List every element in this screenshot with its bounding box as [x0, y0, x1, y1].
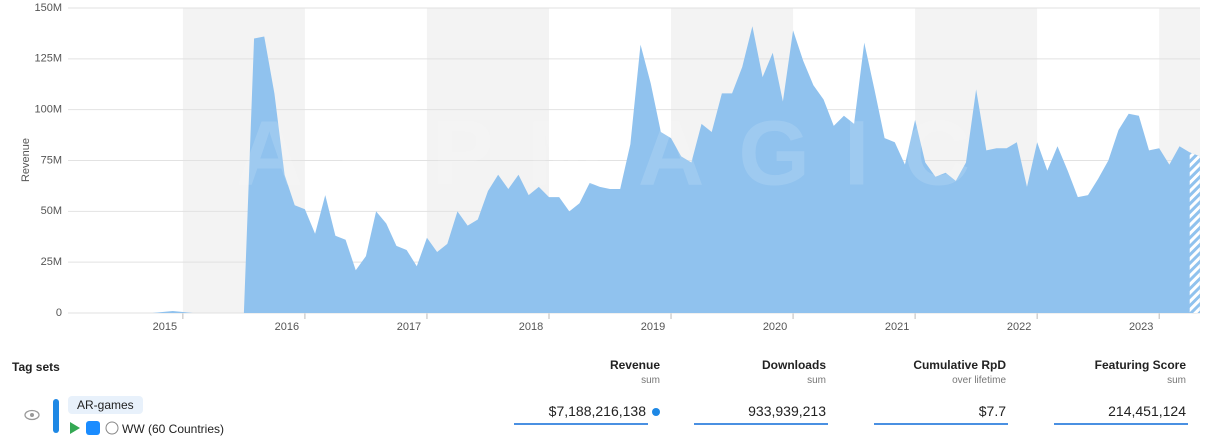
- column-sub: over lifetime: [952, 375, 1006, 386]
- y-tick-label: 50M: [41, 205, 62, 217]
- tag-chip[interactable]: AR-games: [68, 396, 143, 414]
- column-name[interactable]: Revenue: [609, 358, 660, 372]
- x-tick-label: 2015: [153, 321, 177, 333]
- x-tick-label: 2019: [641, 321, 665, 333]
- x-tick-label: 2021: [885, 321, 909, 333]
- x-tick-label: 2022: [1007, 321, 1031, 333]
- table-cell: $7.7: [874, 403, 1008, 425]
- column-name[interactable]: Downloads: [761, 358, 826, 372]
- watermark: APPMAGIC: [236, 102, 1004, 204]
- x-tick-label: 2018: [519, 321, 543, 333]
- column-name[interactable]: Featuring Score: [1094, 358, 1186, 372]
- y-tick-label: 125M: [34, 53, 62, 65]
- column-name[interactable]: Cumulative RpD: [913, 358, 1006, 372]
- store-icons: [70, 421, 119, 435]
- y-tick-label: 150M: [34, 2, 62, 14]
- series-dot: [652, 408, 660, 416]
- column-header: Featuring Score sum: [1095, 358, 1186, 386]
- table-cell: $7,188,216,138: [514, 403, 648, 425]
- column-sub: sum: [641, 375, 660, 386]
- y-tick-label: 0: [56, 307, 62, 319]
- y-tick-label: 75M: [41, 154, 62, 166]
- x-tick-label: 2020: [763, 321, 787, 333]
- column-sub: sum: [1167, 375, 1186, 386]
- y-tick-label: 100M: [34, 104, 62, 116]
- table-title: Tag sets: [12, 360, 60, 374]
- column-sub: sum: [807, 375, 826, 386]
- y-axis-label: Revenue: [20, 138, 32, 182]
- y-tick-label: 25M: [41, 256, 62, 268]
- table-cell: 214,451,124: [1054, 403, 1188, 425]
- row-icons: [24, 399, 59, 433]
- table-cell: 933,939,213: [694, 403, 828, 425]
- chart: 2015 2016 2017 2018 2019 2020 2021 2022 2023 0 25M…: [20, 2, 1200, 333]
- x-tick-label: 2016: [275, 321, 299, 333]
- region: WW (60 Countries): [122, 422, 225, 436]
- partial-period: [1189, 152, 1200, 313]
- column-header: Downloads sum: [762, 358, 826, 386]
- x-tick-label: 2017: [397, 321, 421, 333]
- column-header: Revenue sum: [610, 358, 660, 386]
- revenue-area: [71, 26, 1200, 314]
- column-header: Cumulative RpD over lifetime: [913, 358, 1006, 386]
- x-tick-label: 2023: [1129, 321, 1153, 333]
